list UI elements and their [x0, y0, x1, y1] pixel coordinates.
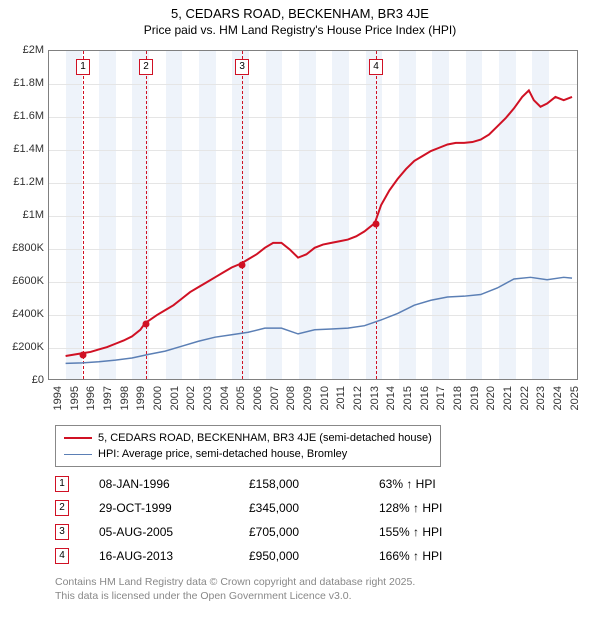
y-tick-label: £200K — [12, 341, 44, 353]
x-tick-label: 2024 — [552, 386, 564, 410]
x-tick-label: 1995 — [69, 386, 81, 410]
x-tick-label: 2025 — [569, 386, 581, 410]
price-paid-dot — [373, 221, 380, 228]
event-price: £345,000 — [249, 501, 379, 515]
event-date: 29-OCT-1999 — [99, 501, 249, 515]
y-tick-label: £400K — [12, 308, 44, 320]
legend: 5, CEDARS ROAD, BECKENHAM, BR3 4JE (semi… — [55, 425, 441, 467]
x-tick-label: 2021 — [502, 386, 514, 410]
event-marker-label: 4 — [369, 59, 383, 75]
x-tick-label: 2016 — [419, 386, 431, 410]
x-tick-label: 2000 — [152, 386, 164, 410]
x-tick-label: 2009 — [302, 386, 314, 410]
footer: Contains HM Land Registry data © Crown c… — [55, 575, 415, 603]
event-pct: 155% ↑ HPI — [379, 525, 499, 539]
legend-swatch — [64, 437, 92, 439]
x-tick-label: 2018 — [452, 386, 464, 410]
event-date: 08-JAN-1996 — [99, 477, 249, 491]
title-block: 5, CEDARS ROAD, BECKENHAM, BR3 4JE Price… — [0, 0, 600, 37]
legend-item: HPI: Average price, semi-detached house,… — [64, 446, 432, 462]
x-tick-label: 2005 — [235, 386, 247, 410]
event-number: 4 — [55, 548, 69, 564]
y-tick-label: £1.6M — [13, 110, 44, 122]
event-price: £705,000 — [249, 525, 379, 539]
title-subtitle: Price paid vs. HM Land Registry's House … — [0, 23, 600, 37]
x-tick-label: 2014 — [385, 386, 397, 410]
x-tick-label: 2019 — [469, 386, 481, 410]
x-tick-label: 2023 — [535, 386, 547, 410]
plot-region: 1 2 3 4 — [48, 50, 578, 380]
event-marker-label: 3 — [235, 59, 249, 75]
event-price: £950,000 — [249, 549, 379, 563]
legend-item: 5, CEDARS ROAD, BECKENHAM, BR3 4JE (semi… — [64, 430, 432, 446]
y-tick-label: £1.4M — [13, 143, 44, 155]
y-tick-label: £1.8M — [13, 77, 44, 89]
event-row: 1 08-JAN-1996£158,00063% ↑ HPI — [55, 472, 499, 496]
x-tick-label: 2006 — [252, 386, 264, 410]
x-tick-label: 2001 — [169, 386, 181, 410]
x-tick-label: 2017 — [435, 386, 447, 410]
series-hpi — [66, 277, 572, 363]
x-tick-label: 2003 — [202, 386, 214, 410]
y-tick-label: £600K — [12, 275, 44, 287]
price-paid-dot — [80, 351, 87, 358]
event-pct: 166% ↑ HPI — [379, 549, 499, 563]
event-row: 2 29-OCT-1999£345,000128% ↑ HPI — [55, 496, 499, 520]
x-tick-label: 2008 — [285, 386, 297, 410]
x-tick-label: 2015 — [402, 386, 414, 410]
x-tick-label: 1998 — [119, 386, 131, 410]
event-number: 3 — [55, 524, 69, 540]
y-tick-label: £0 — [32, 374, 44, 386]
event-pct: 128% ↑ HPI — [379, 501, 499, 515]
x-tick-label: 1994 — [52, 386, 64, 410]
chart-area: 1234 £0£200K£400K£600K£800K£1M£1.2M£1.4M… — [48, 50, 578, 380]
event-pct: 63% ↑ HPI — [379, 477, 499, 491]
y-tick-label: £800K — [12, 242, 44, 254]
chart-container: 5, CEDARS ROAD, BECKENHAM, BR3 4JE Price… — [0, 0, 600, 620]
x-tick-label: 2022 — [519, 386, 531, 410]
x-tick-label: 2002 — [185, 386, 197, 410]
event-price: £158,000 — [249, 477, 379, 491]
event-date: 05-AUG-2005 — [99, 525, 249, 539]
event-row: 3 05-AUG-2005£705,000155% ↑ HPI — [55, 520, 499, 544]
y-tick-label: £1.2M — [13, 176, 44, 188]
legend-label: HPI: Average price, semi-detached house,… — [98, 448, 347, 460]
event-number: 1 — [55, 476, 69, 492]
event-marker-label: 2 — [139, 59, 153, 75]
x-tick-label: 1996 — [85, 386, 97, 410]
line-plot — [49, 51, 577, 379]
x-tick-label: 1999 — [135, 386, 147, 410]
x-tick-label: 2020 — [485, 386, 497, 410]
x-tick-label: 2013 — [369, 386, 381, 410]
x-tick-label: 2004 — [219, 386, 231, 410]
legend-swatch — [64, 454, 92, 455]
legend-label: 5, CEDARS ROAD, BECKENHAM, BR3 4JE (semi… — [98, 432, 432, 444]
title-address: 5, CEDARS ROAD, BECKENHAM, BR3 4JE — [0, 6, 600, 21]
event-number: 2 — [55, 500, 69, 516]
x-tick-label: 2012 — [352, 386, 364, 410]
footer-line: Contains HM Land Registry data © Crown c… — [55, 575, 415, 589]
footer-line: This data is licensed under the Open Gov… — [55, 589, 415, 603]
y-tick-label: £1M — [23, 209, 44, 221]
x-tick-label: 2011 — [335, 386, 347, 410]
series-price_paid — [66, 90, 572, 356]
y-tick-label: £2M — [23, 44, 44, 56]
x-tick-label: 2010 — [319, 386, 331, 410]
event-marker-label: 1 — [76, 59, 90, 75]
price-paid-dot — [143, 321, 150, 328]
event-row: 4 16-AUG-2013£950,000166% ↑ HPI — [55, 544, 499, 568]
event-date: 16-AUG-2013 — [99, 549, 249, 563]
events-table: 1 08-JAN-1996£158,00063% ↑ HPI 2 29-OCT-199… — [55, 472, 499, 568]
price-paid-dot — [239, 261, 246, 268]
x-tick-label: 2007 — [269, 386, 281, 410]
x-tick-label: 1997 — [102, 386, 114, 410]
